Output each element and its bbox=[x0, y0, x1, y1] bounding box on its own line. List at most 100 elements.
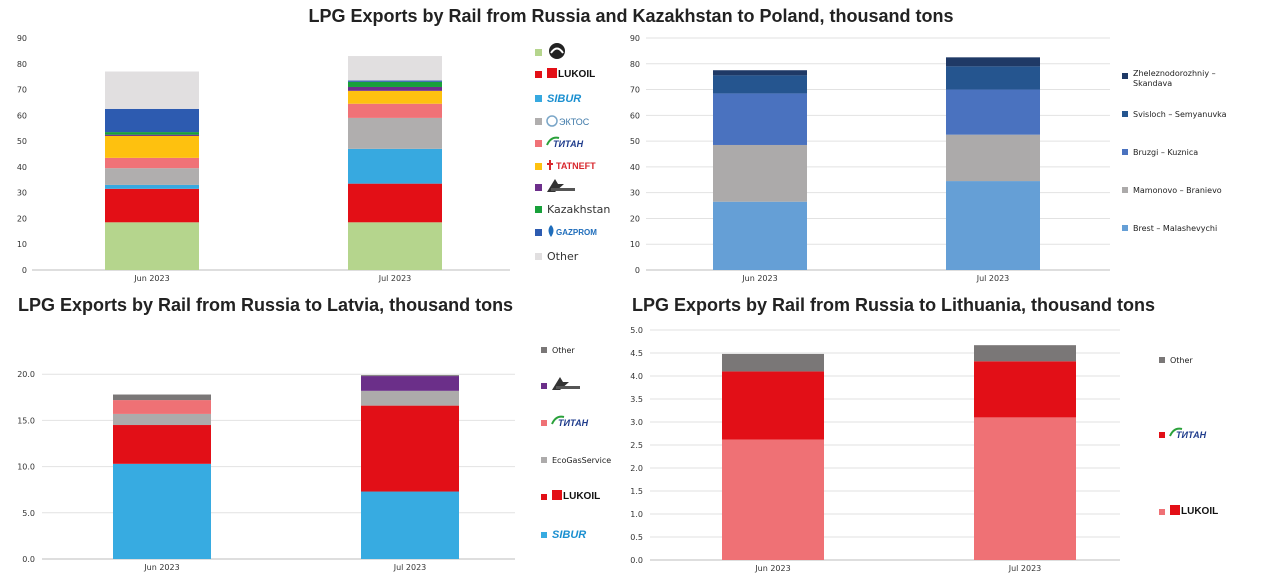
legend-label: Svisloch – Semyanuvka bbox=[1133, 110, 1227, 119]
y-tick-label: 50 bbox=[630, 137, 640, 146]
bar-segment bbox=[348, 117, 442, 149]
y-tick-label: 4.5 bbox=[630, 349, 643, 358]
legend-swatch bbox=[541, 494, 547, 500]
legend-label: Other bbox=[547, 250, 579, 263]
kinef-style-logo bbox=[547, 179, 575, 192]
logo-bar bbox=[556, 386, 580, 389]
y-tick-label: 0.5 bbox=[630, 533, 643, 542]
bar-segment bbox=[105, 71, 199, 109]
legend-swatch bbox=[535, 118, 542, 125]
logo-text: ТИТАН bbox=[558, 418, 589, 428]
y-tick-label: 5.0 bbox=[22, 509, 35, 518]
y-tick-label: 0 bbox=[22, 266, 27, 275]
lukoil-logo: LUKOIL bbox=[552, 490, 600, 502]
x-tick-label: Jun 2023 bbox=[741, 274, 777, 283]
emblem-stroke bbox=[550, 47, 564, 54]
x-tick-label: Jun 2023 bbox=[754, 564, 790, 573]
logo-text: SIBUR bbox=[552, 529, 586, 541]
y-tick-label: 3.0 bbox=[630, 418, 643, 427]
y-tick-label: 90 bbox=[630, 34, 640, 43]
x-tick-label: Jul 2023 bbox=[393, 563, 427, 572]
bar-segment bbox=[348, 103, 442, 118]
legend-swatch bbox=[535, 253, 542, 260]
y-tick-label: 1.0 bbox=[630, 510, 643, 519]
legend-swatch bbox=[1159, 509, 1165, 515]
legend-label: Zheleznodorozhniy – Skandava bbox=[1133, 69, 1216, 88]
bar-segment bbox=[361, 376, 459, 391]
chart-title-latvia: LPG Exports by Rail from Russia to Latvi… bbox=[18, 295, 514, 315]
x-tick-label: Jul 2023 bbox=[1008, 564, 1042, 573]
bar-segment bbox=[105, 184, 199, 189]
bar-segment bbox=[113, 413, 211, 426]
legend-label: Other bbox=[1170, 356, 1193, 365]
kinef-style-logo bbox=[552, 377, 580, 390]
y-tick-label: 5.0 bbox=[630, 326, 643, 335]
bar-segment bbox=[713, 75, 807, 94]
titan-logo: ТИТАН bbox=[551, 415, 589, 428]
bar-segment bbox=[974, 417, 1076, 560]
bar-segment bbox=[348, 183, 442, 223]
y-tick-label: 50 bbox=[17, 137, 27, 146]
y-tick-label: 3.5 bbox=[630, 395, 643, 404]
logo-text: LUKOIL bbox=[558, 69, 595, 80]
legend-swatch bbox=[541, 347, 547, 353]
bar-segment bbox=[946, 89, 1040, 135]
legend-swatch bbox=[535, 184, 542, 191]
bar-segment bbox=[713, 201, 807, 270]
y-tick-label: 10 bbox=[630, 240, 640, 249]
bar-segment bbox=[105, 188, 199, 223]
bar-segment bbox=[946, 181, 1040, 270]
y-tick-label: 20 bbox=[630, 214, 640, 223]
legend-swatch bbox=[541, 532, 547, 538]
chart-poland_companies: 0 10 20 30 40 50 60 70 80 90 Jun 2023 Jul 2023 LUKOI… bbox=[17, 34, 611, 283]
sibur-logo: SIBUR bbox=[552, 529, 586, 541]
x-tick-label: Jun 2023 bbox=[143, 563, 179, 572]
bar-segment bbox=[105, 108, 199, 133]
bar-segment bbox=[713, 144, 807, 202]
legend-label: Mamonovo – Branievo bbox=[1133, 186, 1222, 195]
y-tick-label: 30 bbox=[17, 189, 27, 198]
legend-label: Brest – Malashevychi bbox=[1133, 224, 1217, 233]
y-tick-label: 2.0 bbox=[630, 464, 643, 473]
bar-segment bbox=[348, 80, 442, 82]
bar-segment bbox=[361, 390, 459, 406]
y-tick-label: 0.0 bbox=[630, 556, 643, 565]
y-tick-label: 40 bbox=[17, 163, 27, 172]
logo-text: ТИТАН bbox=[1176, 430, 1207, 440]
bar-segment bbox=[713, 93, 807, 145]
y-tick-label: 80 bbox=[630, 60, 640, 69]
titan-swoosh bbox=[551, 415, 565, 425]
titan-logo: ТИТАН bbox=[1169, 427, 1207, 440]
bar-segment bbox=[722, 353, 824, 372]
bar-segment bbox=[974, 361, 1076, 418]
legend-swatch bbox=[535, 206, 542, 213]
x-tick-label: Jun 2023 bbox=[133, 274, 169, 283]
gazprom-flame bbox=[548, 225, 554, 237]
legend-label-line: Zheleznodorozhniy – bbox=[1133, 69, 1216, 78]
bar-segment bbox=[361, 375, 459, 377]
y-tick-label: 80 bbox=[17, 60, 27, 69]
legend-swatch bbox=[541, 457, 547, 463]
legend-label: EcoGasService bbox=[552, 456, 611, 465]
ektos-logo: ЭКТОС bbox=[546, 115, 590, 127]
y-tick-label: 60 bbox=[630, 111, 640, 120]
gazprom-logo: GAZPROM bbox=[548, 225, 597, 237]
ektos-emblem bbox=[546, 115, 558, 127]
legend-swatch bbox=[535, 49, 542, 56]
bar-segment bbox=[105, 168, 199, 185]
chart-title-lithuania: LPG Exports by Rail from Russia to Lithu… bbox=[632, 295, 1156, 315]
bar-segment bbox=[113, 425, 211, 464]
tatneft-logo: TATNEFT bbox=[547, 160, 596, 171]
y-tick-label: 30 bbox=[630, 189, 640, 198]
bar-segment bbox=[348, 81, 442, 87]
bar-segment bbox=[713, 70, 807, 76]
logo-text: LUKOIL bbox=[563, 491, 600, 502]
bar-segment bbox=[113, 400, 211, 414]
chart-latvia: 0.0 5.0 10.0 15.0 20.0 Jun 2023 Jul 2023 SIBUR L… bbox=[17, 346, 611, 572]
bar-segment bbox=[348, 86, 442, 91]
legend-label-line: Skandava bbox=[1133, 79, 1172, 88]
legend-swatch bbox=[535, 229, 542, 236]
chart-poland_crossings: 0 10 20 30 40 50 60 70 80 90 Jun 2023 Jul 2023 Brest… bbox=[630, 34, 1227, 283]
emblem-circle bbox=[549, 43, 565, 59]
